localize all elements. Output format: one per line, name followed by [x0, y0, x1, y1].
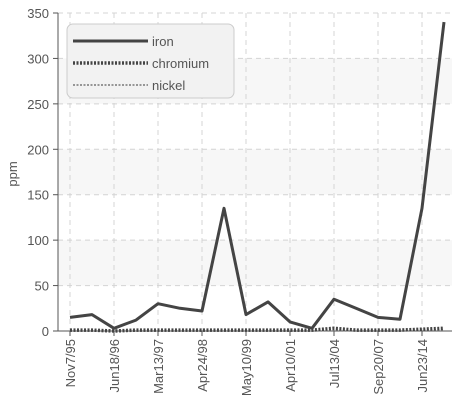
x-tick-label: Mar13/97: [151, 339, 166, 394]
x-tick-label: May10/99: [239, 339, 254, 396]
x-tick-label: Apr24/98: [195, 339, 210, 392]
series-lines: [69, 21, 446, 333]
y-tick-label: 300: [27, 51, 49, 66]
x-tick-label: Apr10/01: [283, 339, 298, 392]
y-tick-label: 0: [42, 324, 49, 339]
background-band: [58, 149, 452, 195]
background-band: [58, 240, 452, 286]
legend: iron chromium nickel: [66, 23, 235, 99]
legend-label-iron: iron: [152, 34, 174, 49]
y-tick-labels: 0 50 100 150 200 250 300 350: [27, 6, 58, 339]
y-tick-label: 250: [27, 97, 49, 112]
x-tick-label: Sep20/07: [371, 339, 386, 395]
x-tick-labels: Nov7/95 Jun18/96 Mar13/97 Apr24/98 May10/99 A…: [63, 331, 430, 396]
y-tick-label: 200: [27, 142, 49, 157]
legend-label-nickel: nickel: [152, 78, 185, 93]
y-axis-label: ppm: [5, 161, 20, 186]
x-tick-label: Jun18/96: [107, 339, 122, 393]
x-tick-label: Nov7/95: [63, 339, 78, 387]
legend-label-chromium: chromium: [152, 56, 209, 71]
x-tick-label: Jul13/04: [327, 339, 342, 388]
y-tick-label: 350: [27, 6, 49, 21]
x-tick-label: Jun23/14: [415, 339, 430, 393]
series-line-chromium: [70, 326, 445, 333]
y-tick-label: 150: [27, 188, 49, 203]
y-tick-label: 50: [35, 279, 49, 294]
y-tick-label: 100: [27, 233, 49, 248]
series-line-iron: [69, 21, 446, 330]
